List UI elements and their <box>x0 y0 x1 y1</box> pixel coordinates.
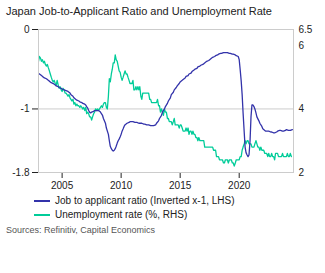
svg-text:-1.8: -1.8 <box>12 167 30 178</box>
svg-text:4: 4 <box>299 103 305 114</box>
html-text:Job to applicant ratio (Invert: Job to applicant ratio (Inverted x-1, LH… <box>55 195 235 206</box>
svg-text:2010: 2010 <box>110 180 133 191</box>
html-text:Unemployment rate (%, RHS): Unemployment rate (%, RHS) <box>55 209 188 220</box>
svg-text:2015: 2015 <box>169 180 192 191</box>
svg-text:2005: 2005 <box>51 180 74 191</box>
svg-text:6.5: 6.5 <box>299 24 313 35</box>
svg-text:2020: 2020 <box>228 180 251 191</box>
svg-text:0: 0 <box>24 24 30 35</box>
svg-text:2: 2 <box>299 167 305 178</box>
html-text:Japan Job-to-Applicant Ratio a: Japan Job-to-Applicant Ratio and Unemplo… <box>6 5 272 17</box>
svg-text:-1: -1 <box>21 103 30 114</box>
svg-text:6: 6 <box>299 40 305 51</box>
html-text:Sources: Refinitiv, Capital Ec: Sources: Refinitiv, Capital Economics <box>6 225 155 235</box>
